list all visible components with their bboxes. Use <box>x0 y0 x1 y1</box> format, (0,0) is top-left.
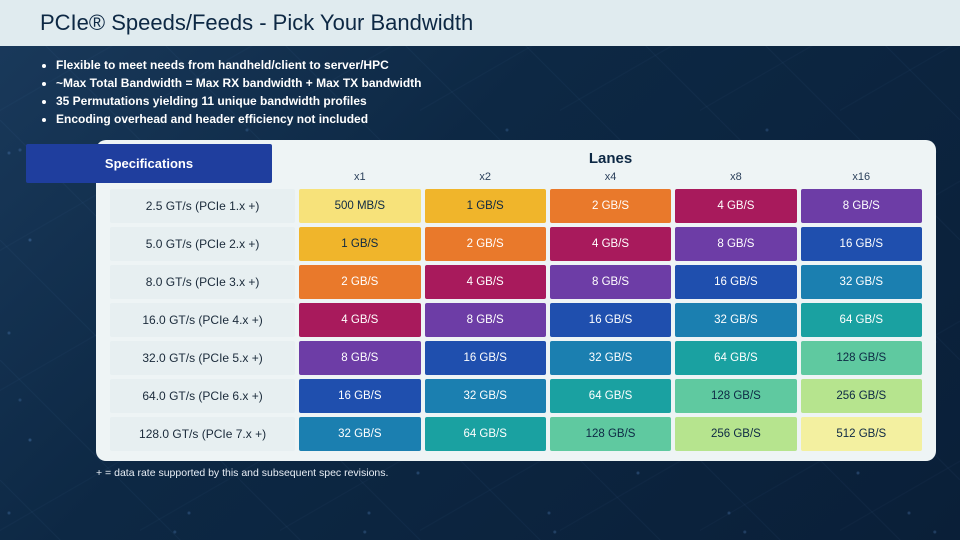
bandwidth-cell: 16 GB/S <box>801 227 922 261</box>
row-label: 2.5 GT/s (PCIe 1.x +) <box>110 189 295 223</box>
bandwidth-cell: 64 GB/S <box>425 417 546 451</box>
table-row: 2.5 GT/s (PCIe 1.x +)500 MB/S1 GB/S2 GB/… <box>110 189 922 223</box>
bullet-list: Flexible to meet needs from handheld/cli… <box>0 46 960 134</box>
bandwidth-cell: 1 GB/S <box>299 227 420 261</box>
row-label: 64.0 GT/s (PCIe 6.x +) <box>110 379 295 413</box>
specifications-header: Specifications <box>26 144 272 183</box>
bandwidth-table-container: Specifications Lanes x1x2x4x8x16 2.5 GT/… <box>96 140 936 461</box>
bandwidth-cell: 256 GB/S <box>675 417 796 451</box>
row-label: 5.0 GT/s (PCIe 2.x +) <box>110 227 295 261</box>
row-label: 16.0 GT/s (PCIe 4.x +) <box>110 303 295 337</box>
table-row: 32.0 GT/s (PCIe 5.x +)8 GB/S16 GB/S32 GB… <box>110 341 922 375</box>
bandwidth-cell: 1 GB/S <box>425 189 546 223</box>
bullet-item: 35 Permutations yielding 11 unique bandw… <box>56 92 920 110</box>
bandwidth-table: Lanes x1x2x4x8x16 2.5 GT/s (PCIe 1.x +)5… <box>106 144 926 455</box>
bullet-item: Flexible to meet needs from handheld/cli… <box>56 56 920 74</box>
bandwidth-cell: 4 GB/S <box>299 303 420 337</box>
row-label: 8.0 GT/s (PCIe 3.x +) <box>110 265 295 299</box>
table-row: 64.0 GT/s (PCIe 6.x +)16 GB/S32 GB/S64 G… <box>110 379 922 413</box>
bandwidth-cell: 2 GB/S <box>550 189 671 223</box>
bandwidth-cell: 4 GB/S <box>550 227 671 261</box>
bandwidth-cell: 16 GB/S <box>550 303 671 337</box>
table-row: 8.0 GT/s (PCIe 3.x +)2 GB/S4 GB/S8 GB/S1… <box>110 265 922 299</box>
bandwidth-cell: 128 GB/S <box>675 379 796 413</box>
lanes-header: Lanes <box>299 148 922 167</box>
row-label: 32.0 GT/s (PCIe 5.x +) <box>110 341 295 375</box>
bandwidth-cell: 32 GB/S <box>299 417 420 451</box>
bullet-item: ~Max Total Bandwidth = Max RX bandwidth … <box>56 74 920 92</box>
bandwidth-cell: 8 GB/S <box>801 189 922 223</box>
bullet-item: Encoding overhead and header efficiency … <box>56 110 920 128</box>
lane-column-header: x8 <box>675 171 796 185</box>
bandwidth-cell: 128 GB/S <box>801 341 922 375</box>
bandwidth-cell: 32 GB/S <box>675 303 796 337</box>
bandwidth-cell: 32 GB/S <box>801 265 922 299</box>
bandwidth-cell: 8 GB/S <box>675 227 796 261</box>
bandwidth-cell: 64 GB/S <box>675 341 796 375</box>
page-title: PCIe® Speeds/Feeds - Pick Your Bandwidth <box>0 0 960 46</box>
bandwidth-cell: 128 GB/S <box>550 417 671 451</box>
row-label: 128.0 GT/s (PCIe 7.x +) <box>110 417 295 451</box>
bandwidth-cell: 8 GB/S <box>299 341 420 375</box>
bandwidth-cell: 500 MB/S <box>299 189 420 223</box>
bandwidth-cell: 64 GB/S <box>801 303 922 337</box>
table-row: 128.0 GT/s (PCIe 7.x +)32 GB/S64 GB/S128… <box>110 417 922 451</box>
table-row: 5.0 GT/s (PCIe 2.x +)1 GB/S2 GB/S4 GB/S8… <box>110 227 922 261</box>
bandwidth-cell: 32 GB/S <box>425 379 546 413</box>
bandwidth-cell: 16 GB/S <box>425 341 546 375</box>
bandwidth-cell: 64 GB/S <box>550 379 671 413</box>
bandwidth-cell: 8 GB/S <box>550 265 671 299</box>
lane-column-header: x4 <box>550 171 671 185</box>
bandwidth-cell: 8 GB/S <box>425 303 546 337</box>
bandwidth-cell: 256 GB/S <box>801 379 922 413</box>
bandwidth-cell: 32 GB/S <box>550 341 671 375</box>
bandwidth-cell: 16 GB/S <box>299 379 420 413</box>
footnote: + = data rate supported by this and subs… <box>96 467 960 479</box>
lane-column-header: x2 <box>425 171 546 185</box>
bandwidth-cell: 2 GB/S <box>425 227 546 261</box>
table-row: 16.0 GT/s (PCIe 4.x +)4 GB/S8 GB/S16 GB/… <box>110 303 922 337</box>
bandwidth-cell: 4 GB/S <box>425 265 546 299</box>
lane-column-header: x1 <box>299 171 420 185</box>
bandwidth-cell: 4 GB/S <box>675 189 796 223</box>
bandwidth-cell: 512 GB/S <box>801 417 922 451</box>
bandwidth-cell: 2 GB/S <box>299 265 420 299</box>
bandwidth-cell: 16 GB/S <box>675 265 796 299</box>
lane-column-header: x16 <box>801 171 922 185</box>
